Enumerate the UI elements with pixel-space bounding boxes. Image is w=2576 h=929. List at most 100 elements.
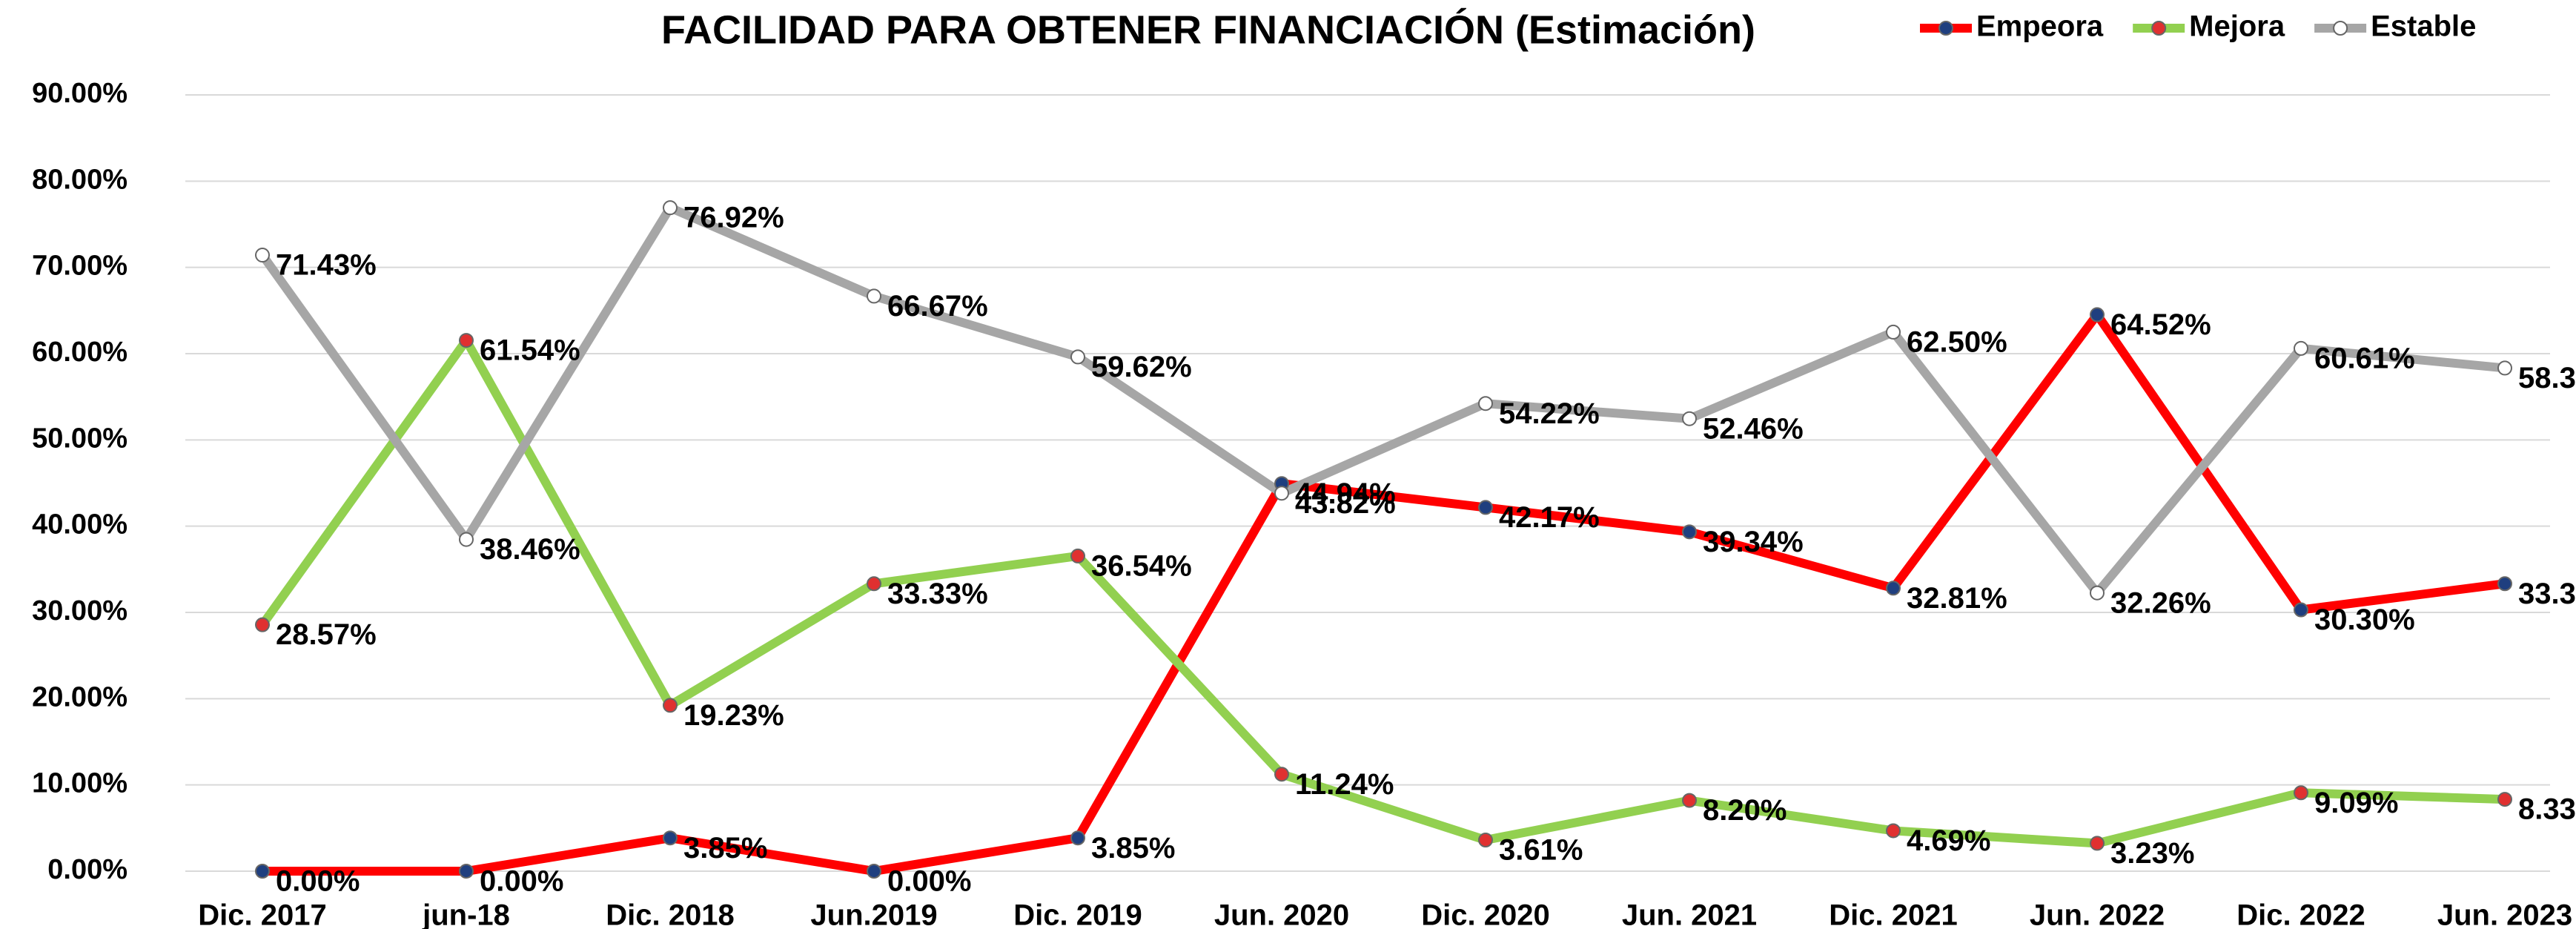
legend-marker: [1938, 21, 1953, 36]
point-marker: [1682, 411, 1697, 426]
y-tick-label: 20.00%: [32, 681, 128, 713]
data-label: 76.92%: [683, 202, 784, 234]
data-label: 3.85%: [1091, 832, 1175, 864]
y-tick-label: 50.00%: [32, 423, 128, 454]
point-marker: [1682, 793, 1697, 808]
data-label: 42.17%: [1499, 501, 1600, 534]
point-marker: [1070, 830, 1085, 846]
data-label: 11.24%: [1295, 768, 1394, 801]
data-label: 30.30%: [2314, 604, 2415, 636]
point-marker: [255, 864, 270, 879]
point-marker: [663, 698, 678, 713]
point-marker: [2090, 585, 2105, 601]
y-tick-label: 10.00%: [32, 768, 128, 799]
data-label: 61.54%: [480, 334, 580, 367]
y-tick-label: 70.00%: [32, 251, 128, 282]
point-marker: [2090, 307, 2105, 323]
point-marker: [1886, 324, 1901, 340]
data-label: 33.33%: [2518, 578, 2576, 610]
point-marker: [1274, 486, 1289, 501]
point-marker: [663, 200, 678, 216]
data-label: 8.20%: [1703, 794, 1787, 827]
x-tick-label: Dic. 2019: [1013, 899, 1142, 929]
data-label: 8.33%: [2518, 793, 2576, 826]
x-tick-label: Dic. 2021: [1829, 899, 1957, 929]
point-marker: [459, 532, 474, 547]
x-tick-label: Dic. 2020: [1421, 899, 1549, 929]
series-line: [259, 336, 2506, 848]
point-marker: [867, 288, 881, 304]
chart-title: FACILIDAD PARA OBTENER FINANCIACIÓN (Est…: [661, 7, 1755, 52]
point-marker: [459, 333, 474, 348]
point-marker: [867, 864, 881, 879]
data-label: 64.52%: [2110, 308, 2211, 341]
point-marker: [1478, 833, 1493, 848]
data-label: 28.57%: [276, 618, 377, 651]
y-tick-label: 80.00%: [32, 164, 128, 195]
point-marker: [1886, 581, 1901, 596]
data-label: 44.94%: [1295, 477, 1396, 510]
point-marker: [663, 830, 678, 846]
point-marker: [2294, 602, 2308, 618]
legend-marker: [2333, 21, 2348, 36]
x-tick-label: Jun. 2023: [2437, 899, 2572, 929]
x-tick-label: Dic. 2018: [606, 899, 734, 929]
legend-label: Empeora: [1976, 10, 2104, 43]
legend-marker: [2151, 21, 2167, 36]
point-marker: [1682, 524, 1697, 540]
point-marker: [2497, 792, 2512, 807]
point-marker: [1886, 823, 1901, 839]
data-label: 9.09%: [2314, 787, 2398, 819]
data-label: 59.62%: [1091, 351, 1192, 383]
data-label: 0.00%: [480, 865, 563, 898]
data-label: 62.50%: [1907, 325, 2007, 358]
data-label: 36.54%: [1091, 549, 1192, 582]
point-marker: [1478, 500, 1493, 515]
data-label: 32.26%: [2110, 586, 2211, 619]
series-line: [262, 310, 2506, 876]
y-tick-label: 0.00%: [47, 854, 128, 885]
point-marker: [459, 864, 474, 879]
point-marker: [255, 248, 270, 263]
x-tick-label: Jun.2019: [810, 899, 937, 929]
data-label: 71.43%: [276, 249, 377, 282]
x-tick-label: Dic. 2022: [2236, 899, 2365, 929]
point-marker: [1070, 349, 1085, 365]
data-label: 38.46%: [480, 533, 580, 566]
data-label: 52.46%: [1703, 412, 1804, 445]
data-label: 60.61%: [2314, 342, 2415, 374]
y-tick-label: 30.00%: [32, 595, 128, 627]
point-marker: [1070, 548, 1085, 563]
data-label: 54.22%: [1499, 397, 1600, 430]
data-label: 66.67%: [887, 290, 988, 323]
x-tick-label: Dic. 2017: [198, 899, 326, 929]
data-label: 39.34%: [1703, 526, 1804, 558]
y-tick-label: 60.00%: [32, 337, 128, 368]
data-label: 43.82%: [1295, 487, 1396, 520]
series-line: [259, 203, 2506, 598]
data-label: 0.00%: [887, 865, 971, 898]
legend-label: Mejora: [2189, 10, 2285, 43]
point-marker: [255, 617, 270, 632]
point-marker: [2294, 785, 2308, 801]
data-label: 3.61%: [1499, 834, 1583, 867]
data-label: 3.23%: [2110, 837, 2194, 870]
point-marker: [2497, 360, 2512, 376]
y-tick-label: 90.00%: [32, 78, 128, 109]
data-label: 19.23%: [683, 699, 784, 732]
data-label: 4.69%: [1907, 824, 1990, 857]
point-marker: [2090, 836, 2105, 851]
data-label: 33.33%: [887, 578, 988, 610]
point-marker: [1478, 396, 1493, 411]
data-label: 58.33%: [2518, 362, 2576, 394]
x-tick-label: Jun. 2020: [1214, 899, 1349, 929]
data-label: 3.85%: [683, 832, 767, 864]
legend-label: Estable: [2371, 10, 2476, 43]
point-marker: [867, 576, 881, 592]
x-tick-label: jun-18: [422, 899, 510, 929]
point-marker: [2497, 576, 2512, 592]
x-tick-label: Jun. 2021: [1622, 899, 1757, 929]
data-label: 32.81%: [1907, 582, 2007, 615]
